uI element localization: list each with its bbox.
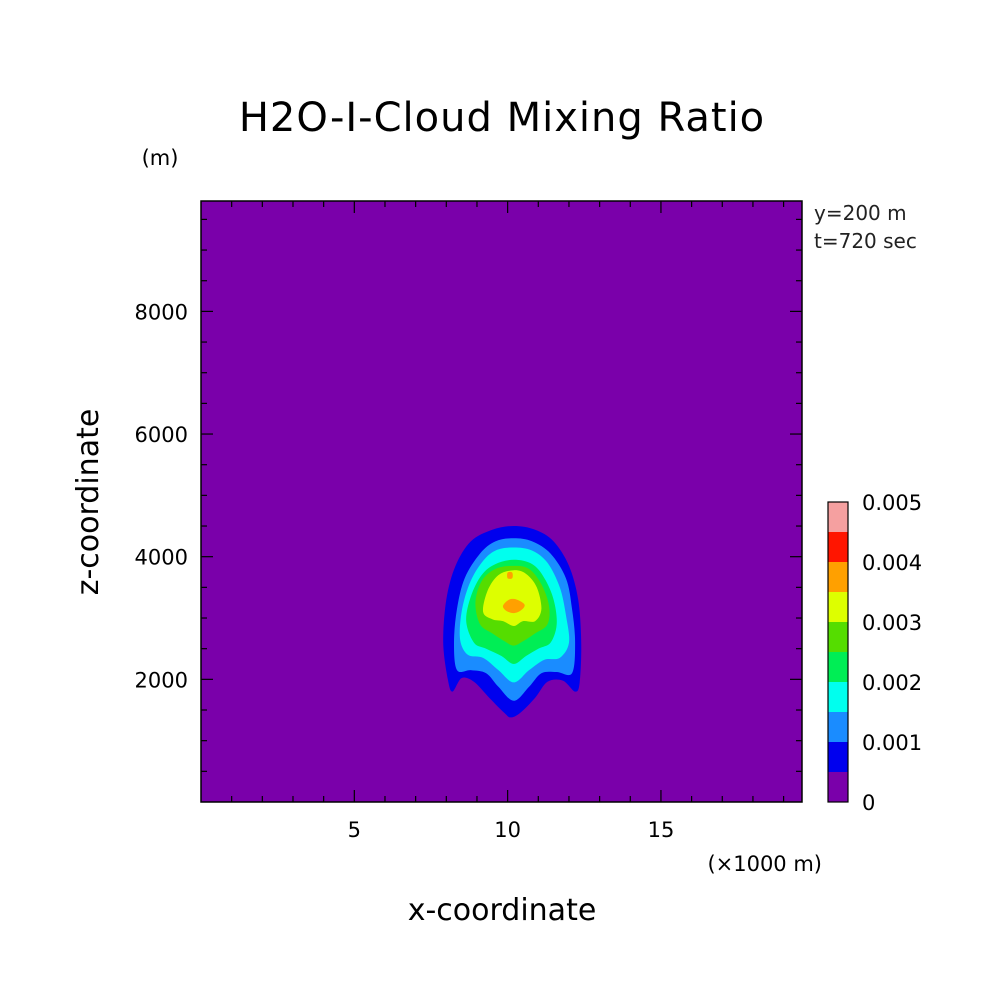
- y-tick-label: 2000: [135, 668, 188, 692]
- minor-ticks: [201, 201, 802, 802]
- colorbar: 0 0.001 0.002 0.003 0.004 0.005: [827, 491, 922, 815]
- colorbar-swatch: [828, 622, 848, 652]
- annotation-y: y=200 m: [814, 201, 907, 225]
- x-tick-label: 15: [648, 818, 675, 842]
- colorbar-swatch: [828, 682, 848, 712]
- y-unit-label: (m): [142, 146, 179, 170]
- plot-frame: [200, 200, 803, 803]
- colorbar-swatch: [828, 562, 848, 592]
- colorbar-label: 0: [862, 791, 875, 815]
- x-unit-label: (×1000 m): [707, 852, 822, 876]
- y-axis: 2000 4000 6000 8000: [135, 300, 188, 692]
- x-axis-label: x-coordinate: [408, 893, 597, 928]
- colorbar-label: 0.003: [862, 611, 922, 635]
- colorbar-swatch: [828, 592, 848, 622]
- colorbar-swatch: [828, 502, 848, 532]
- y-tick-label: 4000: [135, 546, 188, 570]
- plot-background: [201, 201, 802, 802]
- plot-area: [200, 200, 803, 803]
- chart-title: H2O-I-Cloud Mixing Ratio: [239, 95, 765, 141]
- colorbar-swatch: [828, 712, 848, 742]
- y-tick-label: 6000: [135, 423, 188, 447]
- colorbar-swatch: [828, 652, 848, 682]
- colorbar-label: 0.004: [862, 551, 922, 575]
- y-axis-label: z-coordinate: [71, 409, 106, 596]
- x-tick-label: 5: [348, 818, 361, 842]
- colorbar-label: 0.005: [862, 491, 922, 515]
- x-axis: 5 10 15: [348, 818, 675, 842]
- annotation-t: t=720 sec: [814, 229, 917, 253]
- x-tick-label: 10: [494, 818, 521, 842]
- colorbar-swatch: [828, 742, 848, 772]
- colorbar-swatch: [828, 532, 848, 562]
- colorbar-swatch: [828, 772, 848, 802]
- y-tick-label: 8000: [135, 300, 188, 324]
- contour-band-6: [502, 598, 525, 614]
- colorbar-label: 0.002: [862, 671, 922, 695]
- contour-layer: [443, 526, 582, 718]
- colorbar-label: 0.001: [862, 731, 922, 755]
- colorbar-frame: [827, 501, 849, 803]
- contour-band-5: [482, 570, 542, 626]
- contour-band-7: [507, 571, 513, 579]
